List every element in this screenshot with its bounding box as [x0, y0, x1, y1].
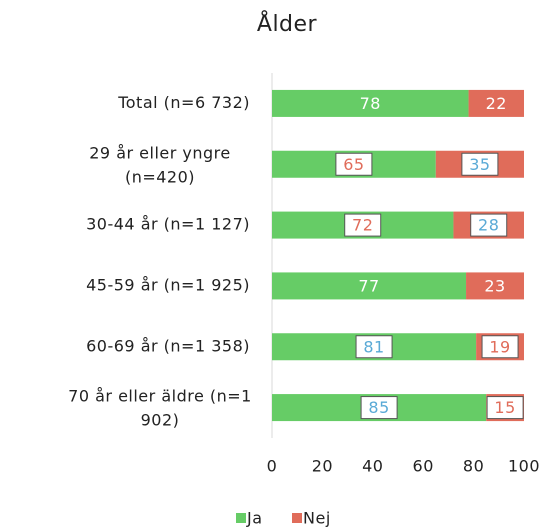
legend-swatch [236, 513, 246, 523]
label-box [335, 152, 373, 176]
label-box [481, 335, 519, 359]
bar-segment [272, 89, 469, 117]
label-box [470, 213, 508, 237]
label-box [355, 335, 393, 359]
data-label: 15 [494, 398, 515, 417]
label-box [486, 396, 524, 420]
data-label: 85 [368, 398, 389, 417]
legend-swatch [292, 513, 302, 523]
x-tick-label: 20 [312, 457, 333, 476]
bar-segment [468, 89, 524, 117]
x-tick-label: 100 [508, 457, 540, 476]
data-label: 22 [486, 94, 507, 113]
label-box [360, 396, 398, 420]
chart-title: Ålder [257, 10, 318, 37]
y-tick-label: 30-44 år (n=1 127) [86, 215, 250, 234]
data-label: 65 [343, 155, 364, 174]
data-label: 81 [363, 337, 384, 356]
data-label: 19 [489, 337, 510, 356]
x-tick-label: 0 [267, 457, 278, 476]
data-label: 23 [484, 276, 505, 295]
bar-segment [466, 272, 524, 300]
legend-label: Nej [303, 509, 331, 528]
data-label: 78 [360, 94, 381, 113]
y-tick-label: 29 år eller yngre (n=420) [89, 143, 231, 186]
bar-segment [272, 272, 467, 300]
x-tick-label: 40 [362, 457, 383, 476]
y-tick-label: Total (n=6 732) [117, 93, 250, 112]
y-tick-label: 60-69 år (n=1 358) [86, 336, 250, 355]
data-label: 72 [352, 216, 373, 235]
x-tick-label: 60 [413, 457, 434, 476]
x-tick-label: 80 [463, 457, 484, 476]
data-label: 35 [469, 155, 490, 174]
y-tick-label: 45-59 år (n=1 925) [86, 275, 250, 294]
legend-label: Ja [246, 509, 263, 528]
label-box [461, 152, 499, 176]
data-label: 28 [478, 216, 499, 235]
y-tick-label: 70 år eller äldre (n=1 902) [68, 386, 252, 429]
label-box [344, 213, 382, 237]
data-label: 77 [358, 276, 379, 295]
